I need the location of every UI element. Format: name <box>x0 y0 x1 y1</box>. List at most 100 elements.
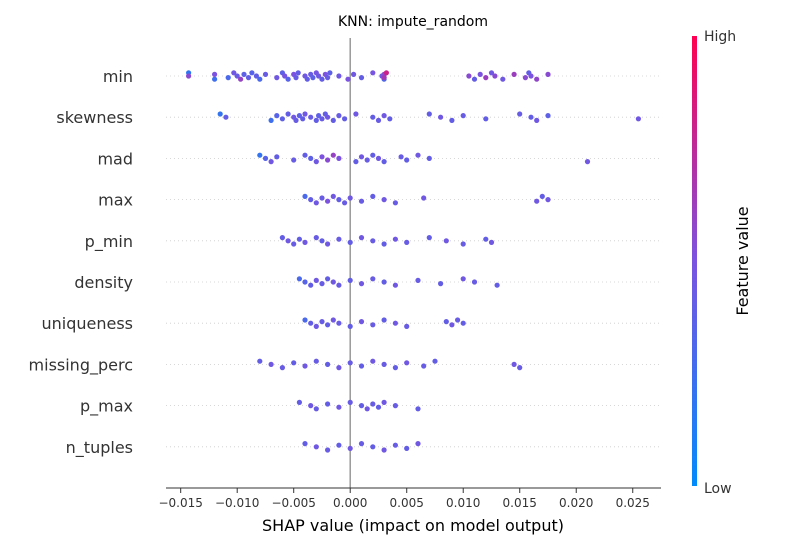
data-point <box>426 111 432 117</box>
data-point <box>295 70 301 76</box>
data-point <box>325 157 331 163</box>
x-tick-label: −0.010 <box>215 496 259 510</box>
data-point <box>330 193 336 199</box>
data-point <box>534 76 540 82</box>
x-tick-label: −0.015 <box>158 496 202 510</box>
feature-label: p_max <box>80 397 133 417</box>
data-point <box>268 159 274 165</box>
feature-label: min <box>103 67 133 86</box>
x-tick-label: 0.000 <box>333 496 367 510</box>
data-point <box>449 117 455 123</box>
data-point <box>313 406 319 412</box>
data-point <box>319 195 325 201</box>
data-point <box>313 159 319 165</box>
data-point <box>466 73 472 79</box>
data-point <box>308 320 314 326</box>
data-point <box>257 152 263 158</box>
data-point <box>471 279 478 285</box>
data-point <box>330 152 336 158</box>
data-point <box>584 159 591 165</box>
data-point <box>421 363 427 369</box>
data-point <box>432 358 438 364</box>
colorbar-label: Feature value <box>733 206 752 315</box>
data-point <box>358 363 365 369</box>
data-point <box>364 406 370 412</box>
data-point <box>392 320 398 326</box>
data-point <box>245 75 252 81</box>
data-point <box>528 114 534 120</box>
data-point <box>511 361 517 367</box>
x-tick-label: 0.025 <box>616 496 650 510</box>
data-point <box>370 401 376 407</box>
data-point <box>319 154 325 160</box>
data-point <box>296 399 302 405</box>
data-point <box>517 365 523 371</box>
data-point <box>392 236 398 242</box>
data-point <box>375 155 382 161</box>
data-point <box>635 116 642 122</box>
data-point <box>528 73 534 79</box>
x-tick-label: 0.010 <box>446 496 480 510</box>
data-point <box>358 319 365 325</box>
data-point <box>325 241 331 247</box>
data-point <box>313 117 319 123</box>
data-point <box>342 200 348 206</box>
data-point <box>381 279 387 285</box>
data-point <box>325 447 331 453</box>
data-point <box>392 365 398 371</box>
data-point <box>238 76 244 82</box>
data-point <box>313 277 319 283</box>
data-point <box>443 319 449 325</box>
data-point <box>330 317 336 323</box>
data-point <box>313 235 319 241</box>
data-point <box>291 241 297 247</box>
data-point <box>392 282 398 288</box>
data-point <box>455 317 461 323</box>
data-point <box>336 155 342 161</box>
data-point <box>316 73 322 79</box>
data-point <box>342 116 348 122</box>
data-point <box>404 445 410 451</box>
data-point <box>296 113 302 119</box>
data-point <box>319 319 325 325</box>
data-point <box>460 276 466 282</box>
data-point <box>282 73 288 79</box>
data-point <box>460 113 466 119</box>
data-point <box>223 114 229 120</box>
data-point <box>370 152 376 158</box>
colorbar: High Low Feature value <box>692 29 752 497</box>
data-point <box>325 276 331 282</box>
data-point <box>358 154 365 160</box>
data-point <box>285 76 291 82</box>
data-point <box>381 159 387 165</box>
x-tick-label: 0.020 <box>559 496 593 510</box>
data-point <box>302 111 308 117</box>
data-point <box>483 236 489 242</box>
data-point <box>438 281 444 287</box>
x-axis-label: SHAP value (impact on model output) <box>262 516 564 535</box>
data-point <box>313 358 319 364</box>
data-point <box>300 116 306 122</box>
data-point <box>302 279 308 285</box>
data-point <box>539 193 545 199</box>
data-point <box>511 71 517 77</box>
data-point <box>415 441 421 447</box>
data-point <box>319 281 325 287</box>
data-point <box>302 193 308 199</box>
data-point <box>291 157 297 163</box>
data-point <box>347 445 353 451</box>
data-point <box>347 323 353 329</box>
data-point <box>358 198 365 204</box>
data-point <box>313 200 319 206</box>
data-point <box>460 320 466 326</box>
data-point <box>279 116 285 122</box>
data-point <box>500 76 506 82</box>
feature-label: density <box>74 273 133 292</box>
data-point <box>392 200 398 206</box>
data-point <box>438 114 444 120</box>
data-point <box>274 113 280 119</box>
data-point <box>253 73 259 79</box>
data-point <box>274 75 280 81</box>
data-point <box>492 73 498 79</box>
